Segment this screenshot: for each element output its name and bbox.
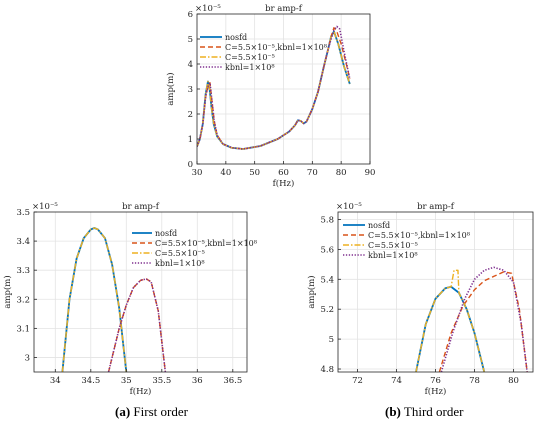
tick-label-y: 5	[329, 335, 334, 345]
tick-label-y: 3	[188, 85, 193, 95]
series-line-dashdot	[61, 227, 127, 372]
tick-label-y: 3.2	[16, 295, 30, 305]
series-line-dashed	[438, 271, 528, 372]
tick-label-x: 36.5	[223, 376, 242, 386]
chart-full-range: 30 40 50 60 70 80 90 0 1 2 3 4 5 6×10⁻⁵ br amp-f f(Hz) a…	[165, 4, 375, 189]
tick-label-x: 78	[469, 376, 480, 386]
chart-first-order: 34 34.5 35 35.5 36 36.5 3 3.1 3.2 3.3 3.4 3.5×10⁻⁵ b…	[2, 202, 257, 397]
tick-label-x: 74	[391, 376, 402, 386]
chart-third-order: 72 74 76 78 80 4.8 5 5.2 5.4 5.6 5.8×10⁻⁵ br amp-f f…	[306, 202, 534, 397]
tick-label-x: 80	[508, 376, 519, 386]
tick-label-x: 90	[365, 168, 376, 178]
tick-label-x: 36	[192, 376, 203, 386]
series-line-dashdot	[415, 269, 485, 372]
tick-label-y: 5	[188, 35, 193, 45]
tick-label-y: 2	[188, 110, 193, 120]
tick-label-y: 4	[188, 60, 193, 70]
series-line-solid	[61, 227, 128, 372]
axis-exponent: ×10⁻⁵	[195, 4, 221, 14]
series-line-dotted	[107, 278, 167, 372]
tick-label-y: 6	[188, 10, 193, 20]
legend-entry: C=5.5×10⁻⁵	[155, 249, 205, 258]
tick-label-x: 70	[307, 168, 318, 178]
tick-label-x: 50	[249, 168, 260, 178]
tick-label-y: 3.3	[16, 266, 30, 276]
x-axis-label: f(Hz)	[425, 386, 447, 397]
legend-entry: C=5.5×10⁻⁵	[368, 241, 418, 250]
caption-text-b: Third order	[400, 404, 464, 419]
tick-label-x: 34.5	[81, 376, 100, 386]
caption-label-a: (a)	[115, 404, 131, 419]
tick-label-x: 72	[352, 376, 363, 386]
legend-entry: kbnl=1×10⁸	[225, 63, 275, 72]
series-line-dashed	[107, 278, 167, 372]
series-line-solid	[415, 285, 486, 372]
axis-exponent: ×10⁻⁵	[32, 202, 58, 212]
legend-entry: nosfd	[368, 221, 390, 230]
caption-label-b: (b)	[385, 404, 401, 419]
tick-label-x: 40	[220, 168, 231, 178]
tick-label-y: 3.1	[16, 324, 30, 334]
y-axis-label: amp(m)	[2, 275, 13, 308]
axis-exponent: ×10⁻⁵	[336, 202, 362, 212]
y-axis-label: amp(m)	[306, 275, 317, 308]
tick-label-y: 1	[188, 135, 193, 145]
legend-entry: nosfd	[155, 229, 177, 238]
tick-label-y: 3.4	[16, 237, 30, 247]
tick-label-x: 30	[192, 168, 203, 178]
chart-title: br amp-f	[122, 202, 160, 212]
x-axis-label: f(Hz)	[273, 178, 295, 189]
tick-label-y: 5.2	[320, 305, 334, 315]
tick-label-y: 5.6	[320, 245, 334, 255]
tick-label-y: 3	[25, 353, 30, 363]
x-axis-label: f(Hz)	[130, 386, 152, 397]
legend-entry: C=5.5×10⁻⁵	[225, 53, 275, 62]
tick-label-x: 34	[50, 376, 61, 386]
tick-label-x: 35	[121, 376, 132, 386]
legend-entry: C=5.5×10⁻⁵,kbnl=1×10⁸	[155, 239, 257, 248]
plot-frame	[33, 211, 248, 373]
legend-entry: kbnl=1×10⁸	[155, 259, 205, 268]
tick-label-x: 60	[278, 168, 289, 178]
tick-label-y: 0	[188, 160, 193, 170]
chart-title: br amp-f	[417, 202, 455, 212]
series-line-dotted	[197, 25, 351, 150]
tick-label-y: 3.5	[16, 208, 30, 218]
legend-entry: kbnl=1×10⁸	[368, 251, 418, 260]
y-axis-label: amp(m)	[165, 72, 176, 105]
tick-label-x: 80	[336, 168, 347, 178]
tick-label-y: 4.8	[320, 365, 334, 375]
tick-label-y: 5.4	[320, 275, 334, 285]
tick-label-x: 76	[430, 376, 441, 386]
tick-label-y: 5.8	[320, 215, 334, 225]
legend-entry: nosfd	[225, 33, 247, 42]
series-line-dotted	[440, 266, 528, 372]
caption-text-a: First order	[130, 404, 188, 419]
tick-label-x: 35.5	[152, 376, 171, 386]
caption-third-order: (b) Third order	[385, 404, 463, 420]
chart-title: br amp-f	[265, 4, 303, 14]
legend-entry: C=5.5×10⁻⁵,kbnl=1×10⁸	[225, 43, 327, 52]
legend-entry: C=5.5×10⁻⁵,kbnl=1×10⁸	[368, 231, 470, 240]
caption-first-order: (a) First order	[115, 404, 188, 420]
